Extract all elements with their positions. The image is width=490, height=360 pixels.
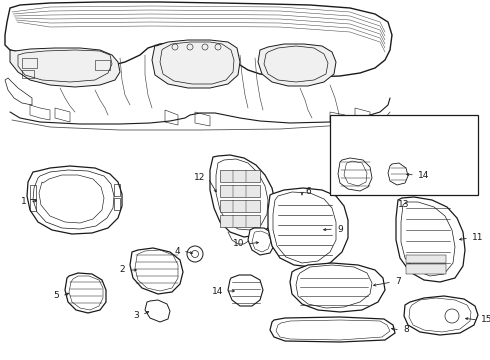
Polygon shape [406, 255, 446, 263]
Text: 8: 8 [403, 325, 409, 334]
Text: 10: 10 [232, 239, 244, 248]
Polygon shape [5, 2, 392, 77]
Polygon shape [65, 273, 106, 313]
Bar [330, 115, 478, 195]
Text: 6: 6 [305, 188, 311, 197]
Polygon shape [220, 215, 260, 227]
Polygon shape [270, 317, 395, 342]
Polygon shape [220, 200, 260, 212]
Text: 14: 14 [212, 287, 223, 296]
Polygon shape [406, 264, 446, 274]
Polygon shape [228, 275, 263, 306]
Polygon shape [10, 48, 120, 87]
Polygon shape [210, 155, 275, 237]
Polygon shape [130, 248, 183, 294]
Polygon shape [220, 170, 260, 182]
Polygon shape [310, 220, 328, 238]
Text: 12: 12 [194, 174, 205, 183]
Polygon shape [290, 263, 385, 312]
Text: 4: 4 [174, 247, 180, 256]
Text: 3: 3 [133, 310, 139, 320]
Polygon shape [396, 197, 465, 282]
Text: 14: 14 [418, 171, 429, 180]
Polygon shape [27, 166, 122, 234]
Polygon shape [404, 296, 478, 335]
Text: 11: 11 [472, 234, 484, 243]
Polygon shape [292, 192, 312, 212]
Text: 1: 1 [21, 198, 27, 207]
Text: 13: 13 [398, 200, 410, 209]
Text: 5: 5 [53, 292, 59, 301]
Polygon shape [268, 188, 348, 267]
Text: 2: 2 [120, 266, 125, 274]
Text: 15: 15 [481, 315, 490, 324]
Polygon shape [248, 228, 275, 255]
Circle shape [187, 246, 203, 262]
Polygon shape [145, 300, 170, 322]
Polygon shape [258, 44, 336, 86]
Polygon shape [152, 40, 240, 88]
Text: 9: 9 [337, 225, 343, 234]
Polygon shape [220, 185, 260, 197]
Text: 7: 7 [395, 278, 401, 287]
